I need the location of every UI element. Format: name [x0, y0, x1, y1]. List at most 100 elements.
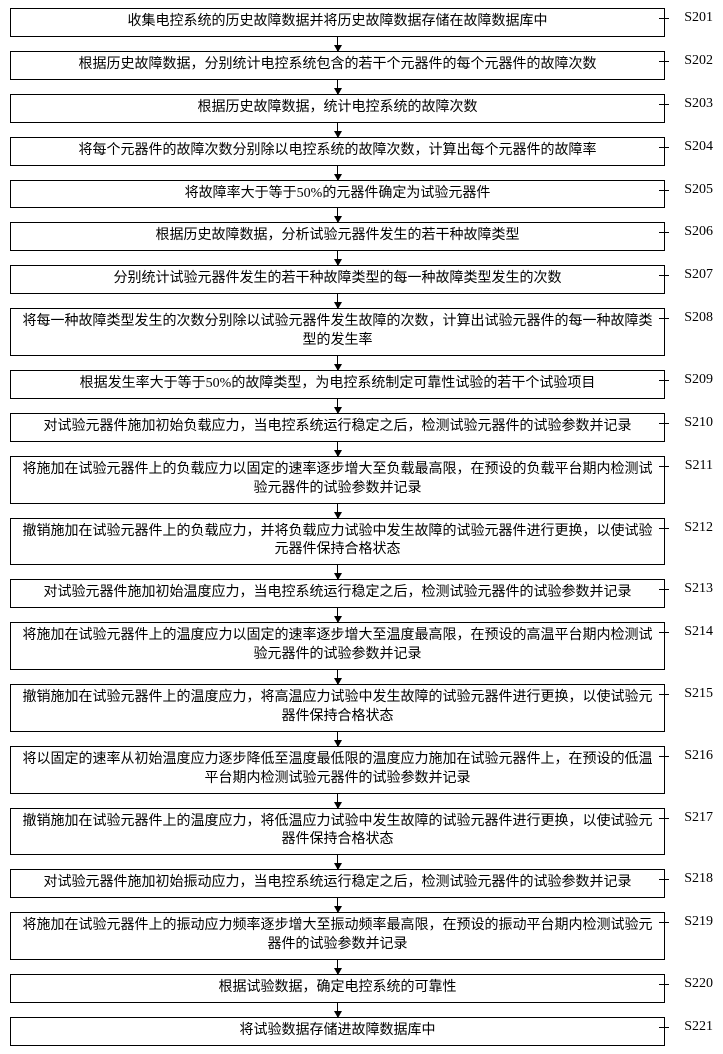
flow-step: 分别统计试验元器件发生的若干种故障类型的每一种故障类型发生的次数S207	[10, 265, 713, 294]
label-connector	[659, 879, 669, 880]
flow-box: 根据历史故障数据，分析试验元器件发生的若干种故障类型	[10, 222, 665, 251]
flow-arrow	[10, 251, 713, 265]
label-connector	[659, 232, 669, 233]
step-id-label: S221	[665, 1017, 713, 1035]
step-id-label: S202	[665, 51, 713, 69]
flow-step: 对试验元器件施加初始负载应力，当电控系统运行稳定之后，检测试验元器件的试验参数并…	[10, 413, 713, 442]
flow-box: 撤销施加在试验元器件上的负载应力，并将负载应力试验中发生故障的试验元器件进行更换…	[10, 518, 665, 566]
flow-box: 将施加在试验元器件上的振动应力频率逐步增大至振动频率最高限，在预设的振动平台期内…	[10, 912, 665, 960]
label-connector	[659, 318, 669, 319]
label-connector	[659, 922, 669, 923]
step-id-label: S203	[665, 94, 713, 112]
label-connector	[659, 190, 669, 191]
flow-step: 将以固定的速率从初始温度应力逐步降低至温度最低限的温度应力施加在试验元器件上，在…	[10, 746, 713, 794]
label-connector	[659, 694, 669, 695]
flow-step: 对试验元器件施加初始振动应力，当电控系统运行稳定之后，检测试验元器件的试验参数并…	[10, 869, 713, 898]
step-id-label: S217	[665, 808, 713, 826]
flow-box: 将故障率大于等于50%的元器件确定为试验元器件	[10, 180, 665, 209]
step-id-label: S204	[665, 137, 713, 155]
flow-step: 将施加在试验元器件上的振动应力频率逐步增大至振动频率最高限，在预设的振动平台期内…	[10, 912, 713, 960]
label-connector	[659, 380, 669, 381]
label-connector	[659, 147, 669, 148]
flow-box: 根据试验数据，确定电控系统的可靠性	[10, 974, 665, 1003]
step-id-label: S215	[665, 684, 713, 702]
label-connector	[659, 275, 669, 276]
flow-box: 分别统计试验元器件发生的若干种故障类型的每一种故障类型发生的次数	[10, 265, 665, 294]
step-id-label: S208	[665, 308, 713, 326]
flow-arrow	[10, 123, 713, 137]
flow-step: 根据发生率大于等于50%的故障类型，为电控系统制定可靠性试验的若干个试验项目S2…	[10, 370, 713, 399]
step-id-label: S219	[665, 912, 713, 930]
flow-arrow	[10, 960, 713, 974]
step-id-label: S210	[665, 413, 713, 431]
step-id-label: S216	[665, 746, 713, 764]
flowchart-container: 收集电控系统的历史故障数据并将历史故障数据存储在故障数据库中S201 根据历史故障…	[10, 8, 713, 1046]
step-id-label: S220	[665, 974, 713, 992]
flow-box: 对试验元器件施加初始温度应力，当电控系统运行稳定之后，检测试验元器件的试验参数并…	[10, 579, 665, 608]
label-connector	[659, 104, 669, 105]
step-id-label: S213	[665, 579, 713, 597]
label-connector	[659, 1027, 669, 1028]
flow-arrow	[10, 399, 713, 413]
label-connector	[659, 632, 669, 633]
flow-arrow	[10, 208, 713, 222]
label-connector	[659, 61, 669, 62]
flow-arrow	[10, 608, 713, 622]
flow-step: 根据历史故障数据，分析试验元器件发生的若干种故障类型S206	[10, 222, 713, 251]
step-id-label: S201	[665, 8, 713, 26]
flow-box: 将施加在试验元器件上的负载应力以固定的速率逐步增大至负载最高限，在预设的负载平台…	[10, 456, 665, 504]
flow-box: 对试验元器件施加初始振动应力，当电控系统运行稳定之后，检测试验元器件的试验参数并…	[10, 869, 665, 898]
flow-box: 撤销施加在试验元器件上的温度应力，将高温应力试验中发生故障的试验元器件进行更换，…	[10, 684, 665, 732]
label-connector	[659, 589, 669, 590]
flow-arrow	[10, 442, 713, 456]
flow-step: 撤销施加在试验元器件上的温度应力，将低温应力试验中发生故障的试验元器件进行更换，…	[10, 808, 713, 856]
step-id-label: S211	[665, 456, 713, 474]
flow-arrow	[10, 565, 713, 579]
flow-step: 将故障率大于等于50%的元器件确定为试验元器件S205	[10, 180, 713, 209]
flow-step: 将每一种故障类型发生的次数分别除以试验元器件发生故障的次数，计算出试验元器件的每…	[10, 308, 713, 356]
flow-step: 根据历史故障数据，统计电控系统的故障次数S203	[10, 94, 713, 123]
flow-step: 根据试验数据，确定电控系统的可靠性S220	[10, 974, 713, 1003]
flow-arrow	[10, 794, 713, 808]
flow-step: 对试验元器件施加初始温度应力，当电控系统运行稳定之后，检测试验元器件的试验参数并…	[10, 579, 713, 608]
flow-box: 收集电控系统的历史故障数据并将历史故障数据存储在故障数据库中	[10, 8, 665, 37]
flow-arrow	[10, 504, 713, 518]
label-connector	[659, 423, 669, 424]
flow-step: 撤销施加在试验元器件上的负载应力，并将负载应力试验中发生故障的试验元器件进行更换…	[10, 518, 713, 566]
flow-step: 撤销施加在试验元器件上的温度应力，将高温应力试验中发生故障的试验元器件进行更换，…	[10, 684, 713, 732]
step-id-label: S206	[665, 222, 713, 240]
flow-box: 将试验数据存储进故障数据库中	[10, 1017, 665, 1046]
flow-box: 将每一种故障类型发生的次数分别除以试验元器件发生故障的次数，计算出试验元器件的每…	[10, 308, 665, 356]
flow-arrow	[10, 80, 713, 94]
flow-arrow	[10, 356, 713, 370]
step-id-label: S209	[665, 370, 713, 388]
step-id-label: S205	[665, 180, 713, 198]
step-id-label: S212	[665, 518, 713, 536]
flow-box: 将施加在试验元器件上的温度应力以固定的速率逐步增大至温度最高限，在预设的高温平台…	[10, 622, 665, 670]
label-connector	[659, 18, 669, 19]
flow-arrow	[10, 898, 713, 912]
flow-box: 根据发生率大于等于50%的故障类型，为电控系统制定可靠性试验的若干个试验项目	[10, 370, 665, 399]
flow-step: 将每个元器件的故障次数分别除以电控系统的故障次数，计算出每个元器件的故障率S20…	[10, 137, 713, 166]
label-connector	[659, 466, 669, 467]
flow-arrow	[10, 294, 713, 308]
flow-step: 收集电控系统的历史故障数据并将历史故障数据存储在故障数据库中S201	[10, 8, 713, 37]
step-id-label: S207	[665, 265, 713, 283]
step-id-label: S218	[665, 869, 713, 887]
label-connector	[659, 818, 669, 819]
flow-box: 将以固定的速率从初始温度应力逐步降低至温度最低限的温度应力施加在试验元器件上，在…	[10, 746, 665, 794]
flow-box: 将每个元器件的故障次数分别除以电控系统的故障次数，计算出每个元器件的故障率	[10, 137, 665, 166]
flow-step: 将施加在试验元器件上的负载应力以固定的速率逐步增大至负载最高限，在预设的负载平台…	[10, 456, 713, 504]
flow-step: 将施加在试验元器件上的温度应力以固定的速率逐步增大至温度最高限，在预设的高温平台…	[10, 622, 713, 670]
label-connector	[659, 756, 669, 757]
flow-box: 根据历史故障数据，分别统计电控系统包含的若干个元器件的每个元器件的故障次数	[10, 51, 665, 80]
flow-box: 对试验元器件施加初始负载应力，当电控系统运行稳定之后，检测试验元器件的试验参数并…	[10, 413, 665, 442]
flow-arrow	[10, 732, 713, 746]
flow-box: 根据历史故障数据，统计电控系统的故障次数	[10, 94, 665, 123]
flow-step: 将试验数据存储进故障数据库中S221	[10, 1017, 713, 1046]
flow-arrow	[10, 37, 713, 51]
flow-box: 撤销施加在试验元器件上的温度应力，将低温应力试验中发生故障的试验元器件进行更换，…	[10, 808, 665, 856]
flow-step: 根据历史故障数据，分别统计电控系统包含的若干个元器件的每个元器件的故障次数S20…	[10, 51, 713, 80]
step-id-label: S214	[665, 622, 713, 640]
flow-arrow	[10, 670, 713, 684]
